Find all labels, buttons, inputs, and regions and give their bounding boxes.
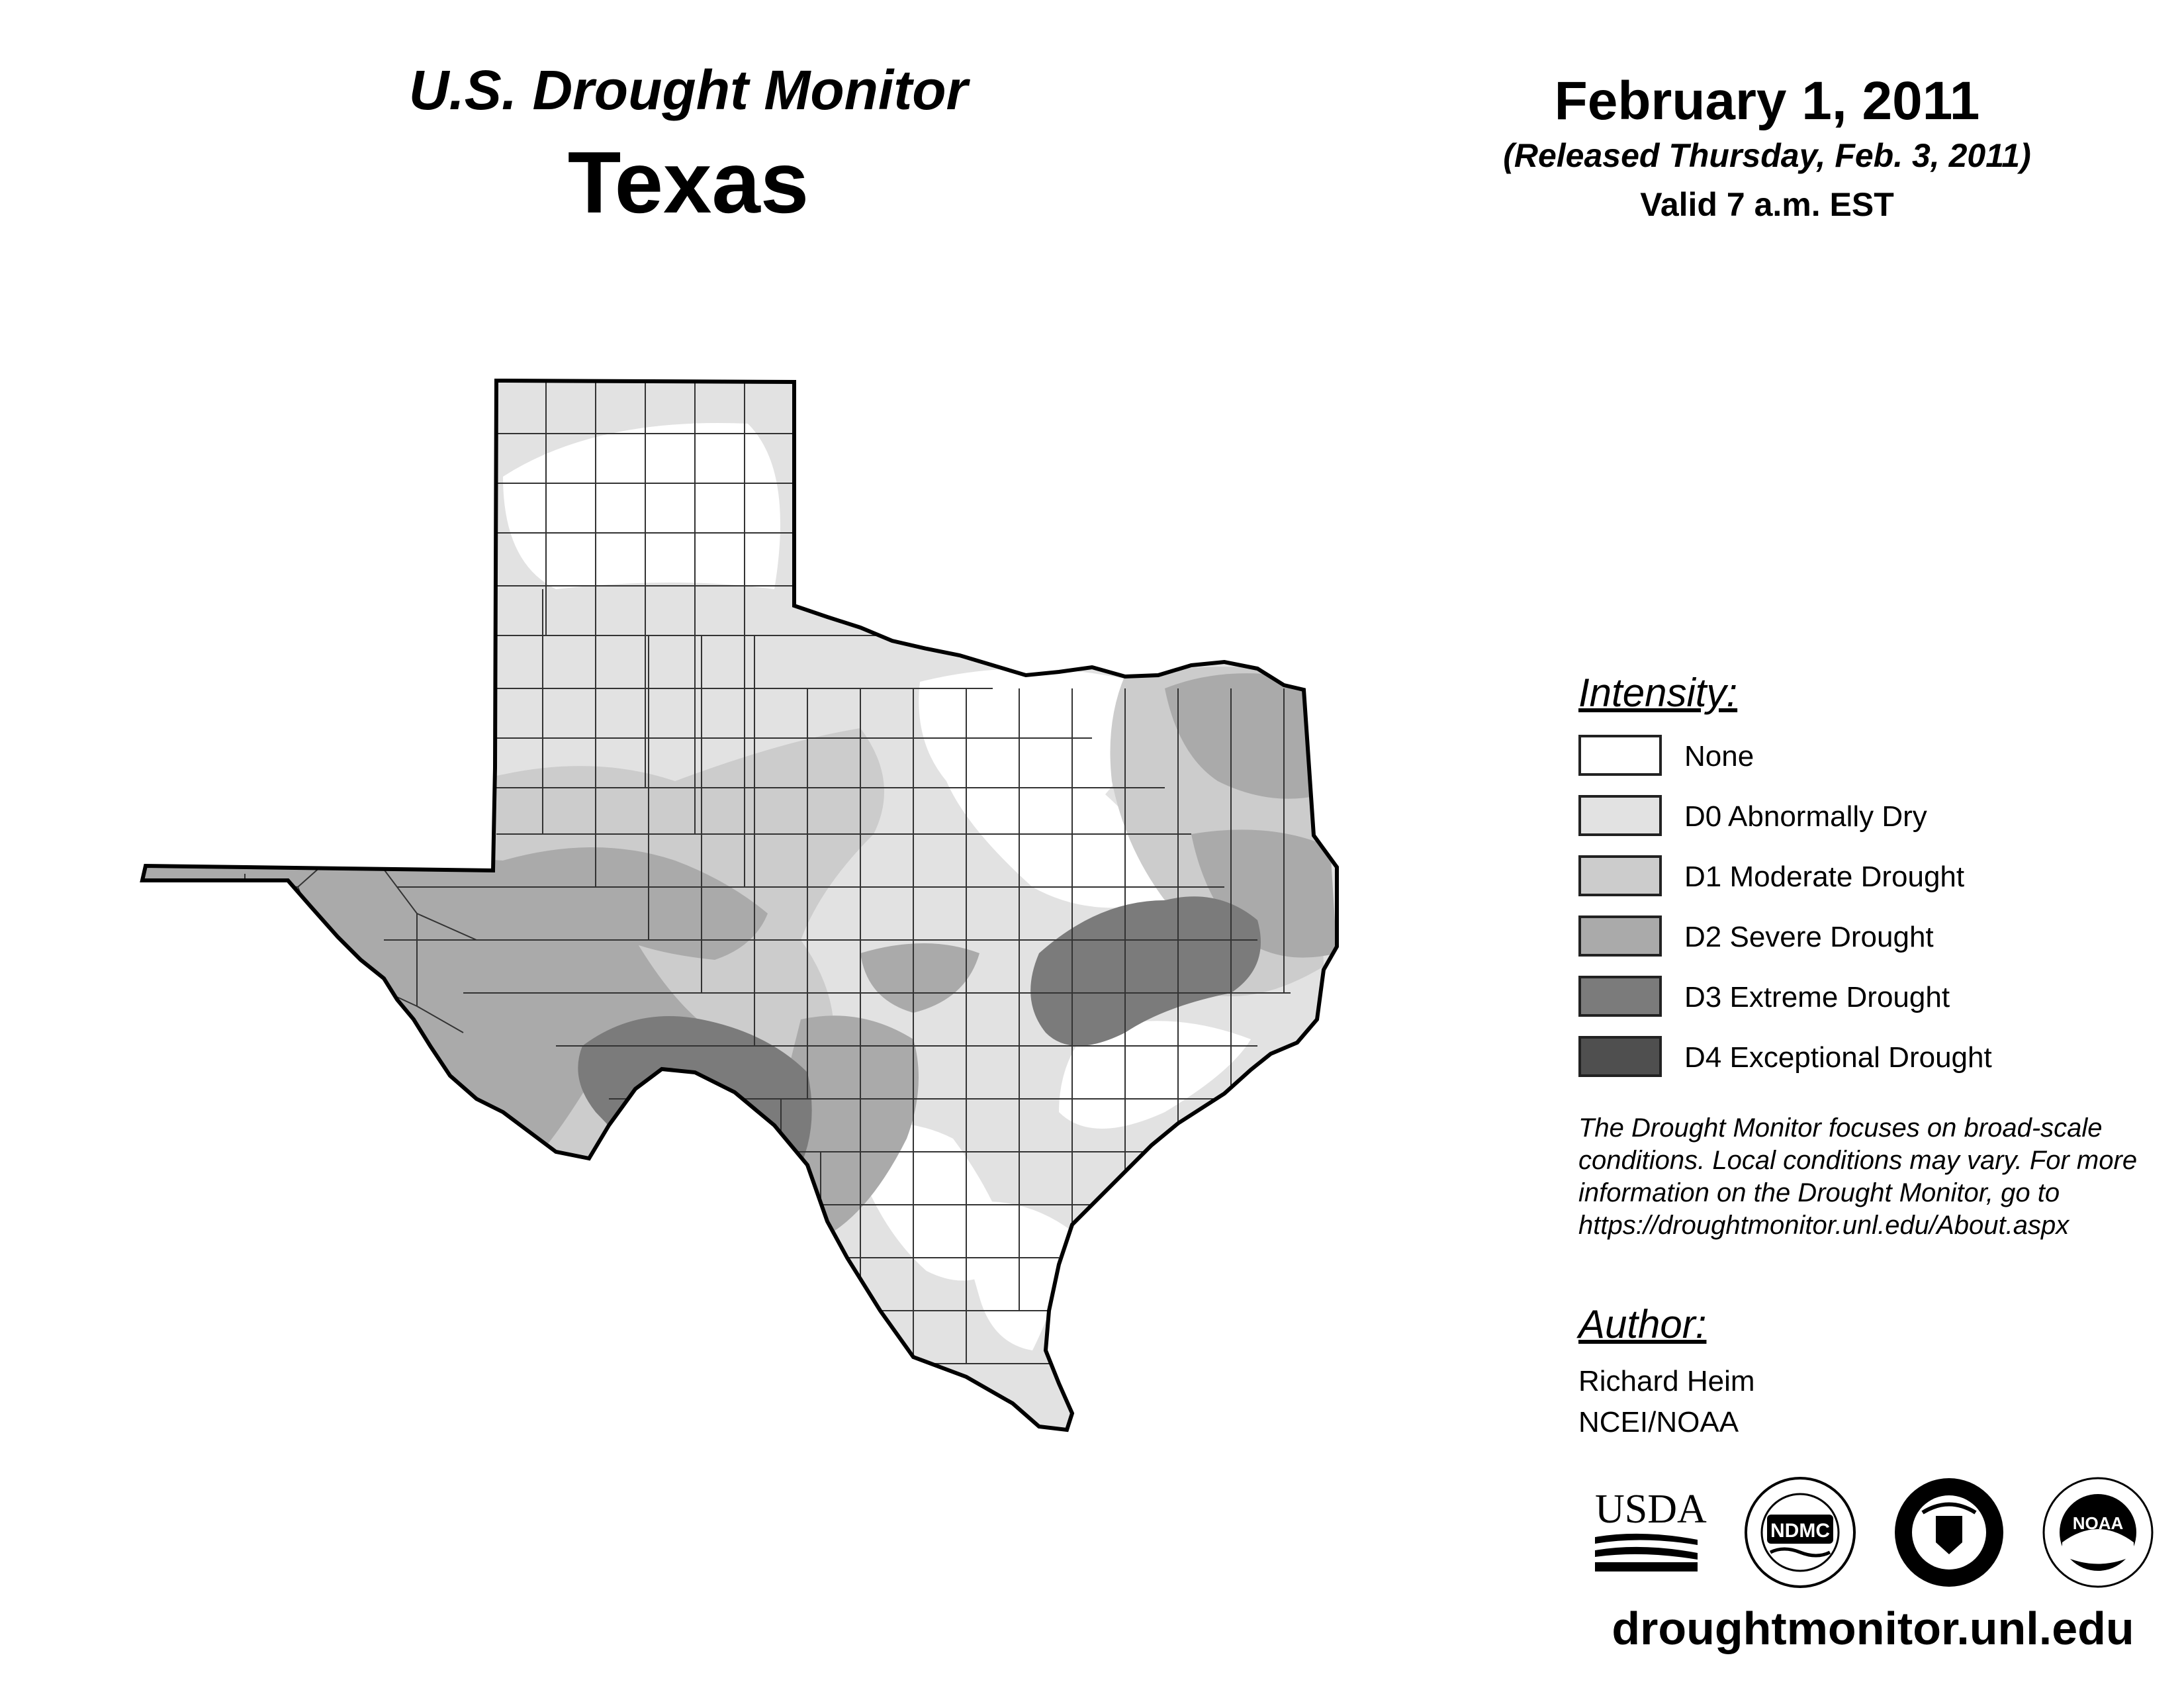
legend-label: D2 Severe Drought [1684,921,1934,953]
commerce-seal-logo [1895,1478,2003,1587]
texas-drought-map [132,371,1456,1602]
legend-swatch [1578,976,1662,1017]
note-line: conditions. Local conditions may vary. F… [1578,1146,2138,1175]
author-name: Richard Heim [1578,1365,1755,1397]
legend-label: D1 Moderate Drought [1684,861,1965,893]
note-line: The Drought Monitor focuses on broad-sca… [1578,1113,2103,1143]
d2-area-hill-country [860,943,979,1013]
noaa-logo: NOAA [2042,1477,2154,1588]
legend-swatch [1578,915,1662,957]
county-boundaries [198,381,1291,1364]
map-date: February 1, 2011 [1554,71,1980,131]
usda-logo-text: USDA [1595,1487,1707,1532]
legend-label: None [1684,740,1754,773]
legend-label: D3 Extreme Drought [1684,981,1950,1013]
legend-swatch [1578,1036,1662,1077]
valid-time: Valid 7 a.m. EST [1640,186,1894,223]
d2-area-east-texas [1191,829,1337,958]
map-subtitle: U.S. Drought Monitor [408,59,968,121]
map-title: Texas [567,134,809,231]
legend-swatch [1578,855,1662,896]
legend-title: Intensity: [1578,671,1738,715]
disclaimer-note: The Drought Monitor focuses on broad-sca… [1578,1112,2174,1242]
legend-label: D4 Exceptional Drought [1684,1041,1992,1074]
agency-logos: USDA NDMC NOAA [1595,1477,2154,1588]
author-title: Author: [1578,1302,1707,1346]
legend-swatch [1578,795,1662,836]
note-link[interactable]: https://droughtmonitor.unl.edu/About.asp… [1578,1211,2070,1240]
release-date: (Released Thursday, Feb. 3, 2011) [1503,137,2031,174]
note-line: information on the Drought Monitor, go t… [1578,1178,2060,1207]
d3-area-central-east [1030,896,1261,1046]
noaa-logo-text: NOAA [2073,1513,2124,1533]
usda-logo: USDA [1595,1487,1707,1571]
author-org: NCEI/NOAA [1578,1406,1739,1438]
website-link[interactable]: droughtmonitor.unl.edu [1612,1603,2134,1654]
none-area-upper-coast [1059,1021,1251,1129]
none-area-panhandle [503,423,780,589]
legend-swatch [1578,735,1662,776]
none-area-coastal-bend [953,1201,1072,1350]
ndmc-logo: NDMC [1745,1477,1856,1588]
ndmc-logo-text: NDMC [1770,1520,1830,1542]
legend-label: D0 Abnormally Dry [1684,800,1927,833]
